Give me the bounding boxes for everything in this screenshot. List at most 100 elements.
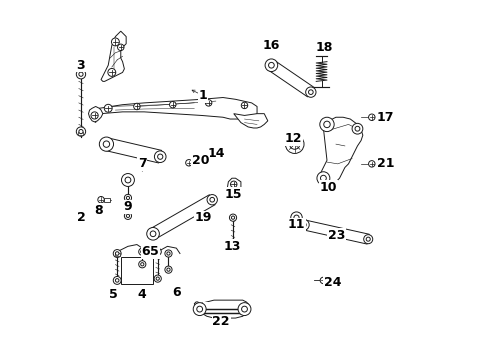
Circle shape bbox=[76, 127, 85, 136]
Polygon shape bbox=[88, 107, 102, 122]
Text: 14: 14 bbox=[207, 147, 225, 159]
Circle shape bbox=[111, 38, 119, 46]
Circle shape bbox=[113, 276, 121, 284]
Text: 7: 7 bbox=[138, 157, 146, 170]
Circle shape bbox=[164, 250, 172, 257]
Circle shape bbox=[293, 215, 299, 220]
Circle shape bbox=[196, 306, 202, 312]
Text: 21: 21 bbox=[376, 157, 393, 170]
Circle shape bbox=[79, 72, 83, 76]
Polygon shape bbox=[233, 114, 267, 128]
Circle shape bbox=[193, 303, 206, 316]
Circle shape bbox=[126, 214, 129, 217]
Circle shape bbox=[166, 268, 170, 271]
Circle shape bbox=[323, 121, 329, 128]
Circle shape bbox=[368, 161, 374, 167]
Circle shape bbox=[209, 197, 214, 202]
Circle shape bbox=[368, 114, 374, 121]
Circle shape bbox=[115, 252, 119, 255]
Circle shape bbox=[229, 214, 236, 221]
Text: 20: 20 bbox=[191, 154, 209, 167]
Circle shape bbox=[206, 194, 217, 205]
Polygon shape bbox=[194, 300, 249, 318]
Circle shape bbox=[157, 154, 163, 159]
Text: 6: 6 bbox=[142, 245, 150, 258]
Text: 3: 3 bbox=[77, 59, 85, 72]
Text: 22: 22 bbox=[212, 315, 229, 328]
Circle shape bbox=[76, 69, 85, 79]
Text: 15: 15 bbox=[224, 188, 241, 201]
Circle shape bbox=[264, 59, 277, 72]
Text: 18: 18 bbox=[315, 41, 332, 54]
Circle shape bbox=[117, 44, 124, 50]
Circle shape bbox=[366, 237, 369, 241]
Circle shape bbox=[164, 266, 172, 273]
Text: 1: 1 bbox=[199, 89, 207, 102]
Text: 4: 4 bbox=[138, 288, 146, 301]
Bar bbox=[104, 198, 110, 202]
Circle shape bbox=[108, 68, 116, 76]
Text: 17: 17 bbox=[376, 111, 393, 124]
Circle shape bbox=[154, 275, 161, 282]
Circle shape bbox=[289, 139, 299, 149]
Text: 5: 5 bbox=[109, 288, 118, 301]
Circle shape bbox=[126, 196, 129, 199]
Circle shape bbox=[125, 177, 131, 183]
Text: 5: 5 bbox=[150, 245, 159, 258]
Circle shape bbox=[354, 126, 359, 131]
Bar bbox=[78, 132, 83, 135]
Bar bbox=[115, 253, 120, 256]
Circle shape bbox=[124, 212, 131, 220]
Circle shape bbox=[126, 178, 130, 182]
Polygon shape bbox=[302, 220, 368, 244]
Circle shape bbox=[308, 90, 312, 94]
Circle shape bbox=[241, 102, 247, 109]
Circle shape bbox=[139, 261, 145, 268]
Circle shape bbox=[320, 175, 325, 181]
Text: 8: 8 bbox=[94, 204, 103, 217]
Circle shape bbox=[141, 263, 143, 266]
Text: 23: 23 bbox=[327, 229, 345, 242]
Circle shape bbox=[121, 174, 134, 186]
Circle shape bbox=[205, 100, 211, 106]
Circle shape bbox=[98, 197, 104, 203]
Circle shape bbox=[113, 249, 121, 257]
Text: 6: 6 bbox=[172, 287, 180, 300]
Circle shape bbox=[115, 279, 119, 282]
Text: 16: 16 bbox=[262, 39, 280, 52]
Circle shape bbox=[150, 231, 156, 237]
Circle shape bbox=[99, 137, 113, 151]
Polygon shape bbox=[94, 98, 257, 123]
Circle shape bbox=[285, 135, 304, 153]
Circle shape bbox=[133, 103, 140, 110]
Text: 19: 19 bbox=[194, 211, 211, 224]
Circle shape bbox=[301, 222, 305, 227]
Circle shape bbox=[231, 216, 234, 219]
Circle shape bbox=[146, 228, 159, 240]
Circle shape bbox=[316, 172, 329, 185]
Circle shape bbox=[241, 306, 247, 312]
Circle shape bbox=[213, 148, 222, 156]
Circle shape bbox=[103, 141, 109, 147]
Circle shape bbox=[238, 303, 250, 316]
Circle shape bbox=[124, 194, 131, 202]
Circle shape bbox=[268, 62, 274, 68]
Text: 9: 9 bbox=[123, 201, 132, 213]
Circle shape bbox=[298, 219, 308, 230]
Polygon shape bbox=[319, 117, 362, 184]
Text: 24: 24 bbox=[323, 276, 341, 289]
Circle shape bbox=[104, 104, 112, 112]
Circle shape bbox=[91, 112, 98, 119]
Circle shape bbox=[154, 151, 166, 162]
Circle shape bbox=[230, 181, 237, 188]
Text: 12: 12 bbox=[285, 132, 302, 145]
Circle shape bbox=[169, 102, 176, 108]
Circle shape bbox=[351, 123, 362, 134]
Circle shape bbox=[156, 250, 159, 253]
Polygon shape bbox=[226, 178, 241, 193]
Circle shape bbox=[166, 252, 170, 255]
Polygon shape bbox=[150, 195, 215, 239]
Circle shape bbox=[231, 241, 234, 244]
Circle shape bbox=[156, 277, 159, 280]
Text: 10: 10 bbox=[319, 181, 336, 194]
